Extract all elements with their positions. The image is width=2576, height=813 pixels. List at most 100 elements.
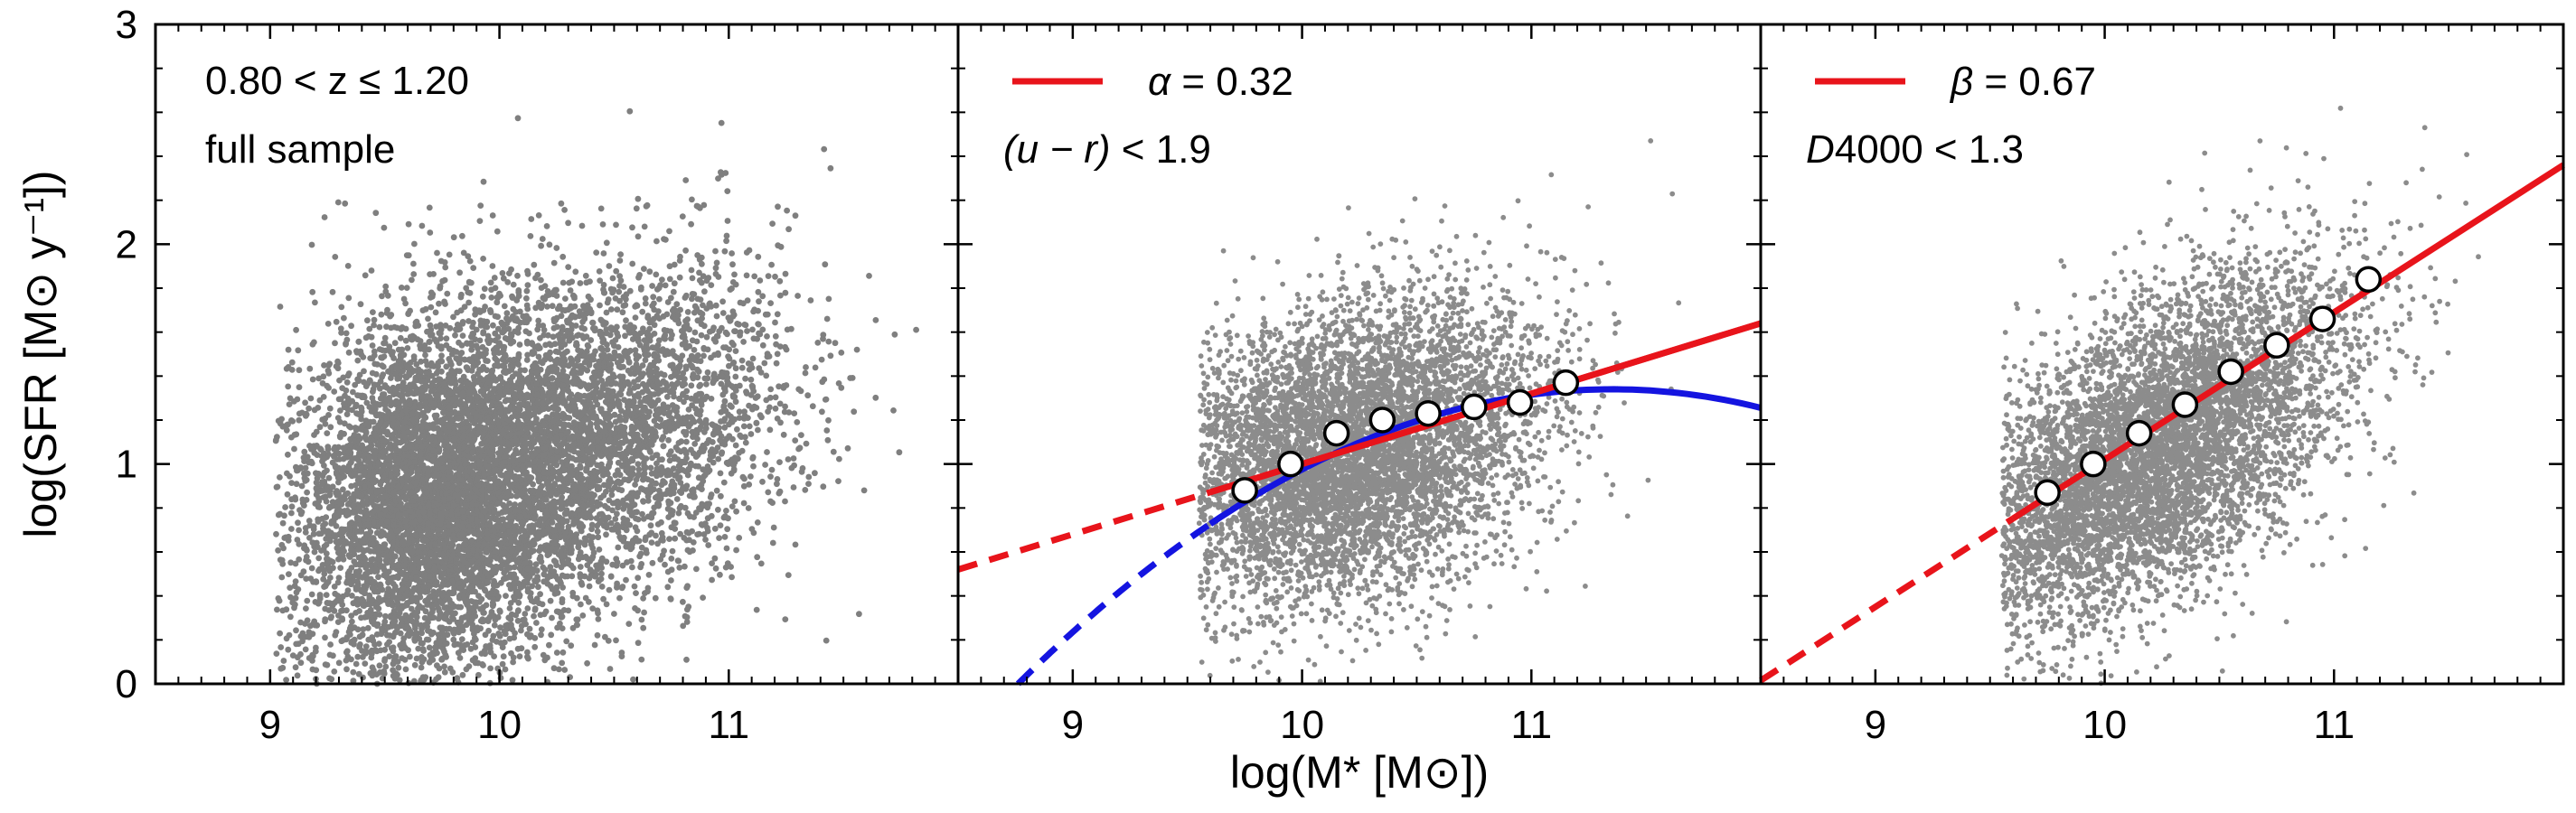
- scatter-point: [633, 356, 640, 363]
- scatter-point: [302, 529, 309, 536]
- scatter-point: [661, 327, 668, 333]
- scatter-point: [491, 275, 498, 281]
- scatter-point: [672, 526, 679, 532]
- scatter-point: [322, 616, 329, 622]
- scatter-point: [405, 220, 412, 228]
- scatter-point: [521, 319, 528, 326]
- scatter-point: [405, 310, 412, 316]
- scatter-point: [280, 658, 287, 664]
- scatter-point: [860, 487, 868, 494]
- scatter-point: [585, 343, 592, 350]
- scatter-point: [688, 220, 694, 228]
- scatter-point: [757, 560, 765, 567]
- scatter-point: [626, 107, 634, 115]
- scatter-point: [507, 600, 514, 606]
- scatter-point: [616, 297, 623, 304]
- scatter-point: [832, 340, 839, 347]
- scatter-point: [480, 178, 487, 185]
- scatter-point: [506, 605, 513, 612]
- scatter-point: [619, 562, 626, 569]
- scatter-point: [278, 416, 285, 423]
- scatter-point: [737, 332, 743, 339]
- scatter-point: [606, 586, 613, 593]
- scatter-point: [288, 526, 295, 532]
- scatter-point: [297, 659, 305, 667]
- scatter-point: [304, 597, 311, 604]
- scatter-point: [794, 419, 801, 425]
- scatter-point: [640, 407, 646, 414]
- scatter-point: [764, 449, 770, 455]
- scatter-point: [590, 415, 597, 421]
- scatter-point: [776, 277, 784, 285]
- scatter-points-full: [272, 107, 919, 687]
- scatter-point: [501, 303, 508, 310]
- scatter-point: [872, 317, 879, 323]
- scatter-point: [387, 313, 393, 320]
- scatter-point: [522, 611, 529, 617]
- scatter-point: [415, 605, 421, 612]
- scatter-point: [329, 288, 336, 295]
- scatter-point: [819, 408, 825, 416]
- scatter-point: [766, 426, 774, 434]
- scatter-point: [369, 342, 376, 349]
- scatter-point: [719, 449, 726, 456]
- scatter-point: [671, 453, 678, 460]
- scatter-point: [635, 466, 643, 473]
- scatter-point: [381, 656, 389, 662]
- scatter-point: [803, 440, 810, 447]
- scatter-point: [436, 300, 442, 307]
- scatter-point: [550, 259, 558, 266]
- scatter-point: [526, 330, 532, 337]
- scatter-point: [614, 584, 620, 591]
- scatter-point: [702, 520, 709, 527]
- scatter-point: [592, 348, 598, 355]
- scatter-point: [463, 666, 470, 673]
- scatter-point: [647, 464, 654, 472]
- scatter-point: [371, 352, 378, 359]
- scatter-point: [308, 565, 315, 572]
- scatter-point: [700, 352, 707, 360]
- scatter-point: [326, 651, 334, 659]
- scatter-point: [356, 450, 362, 457]
- scatter-point: [721, 248, 729, 255]
- scatter-point: [649, 283, 655, 289]
- scatter-point: [603, 601, 610, 608]
- scatter-point: [830, 448, 837, 455]
- scatter-point: [532, 275, 539, 282]
- scatter-point: [721, 441, 729, 448]
- scatter-point: [774, 416, 781, 422]
- scatter-point: [594, 528, 601, 535]
- scatter-point: [640, 498, 646, 504]
- scatter-point: [577, 280, 584, 286]
- scatter-point: [658, 529, 665, 537]
- scatter-point: [638, 284, 644, 291]
- scatter-point: [382, 612, 389, 620]
- scatter-point: [734, 321, 741, 327]
- scatter-point: [640, 595, 646, 602]
- scatter-point: [321, 214, 328, 220]
- scatter-point: [702, 425, 710, 432]
- scatter-point: [612, 337, 619, 343]
- scatter-point: [619, 451, 626, 457]
- scatter-point: [747, 431, 755, 437]
- scatter-point: [673, 496, 681, 502]
- scatter-point: [532, 304, 540, 312]
- scatter-point: [345, 294, 353, 302]
- scatter-point: [491, 653, 497, 659]
- scatter-point: [719, 298, 726, 305]
- scatter-point: [275, 547, 281, 554]
- scatter-point: [749, 326, 756, 333]
- scatter-point: [619, 584, 626, 590]
- scatter-point: [490, 322, 496, 329]
- scatter-point: [820, 335, 826, 342]
- scatter-point: [814, 340, 822, 346]
- scatter-point: [440, 409, 447, 416]
- scatter-point: [772, 273, 778, 280]
- scatter-point: [717, 436, 723, 444]
- scatter-point: [526, 633, 533, 640]
- scatter-point: [754, 554, 761, 561]
- scatter-point: [713, 313, 720, 320]
- scatter-point: [288, 503, 296, 510]
- scatter-point: [717, 522, 724, 528]
- scatter-point: [822, 261, 829, 268]
